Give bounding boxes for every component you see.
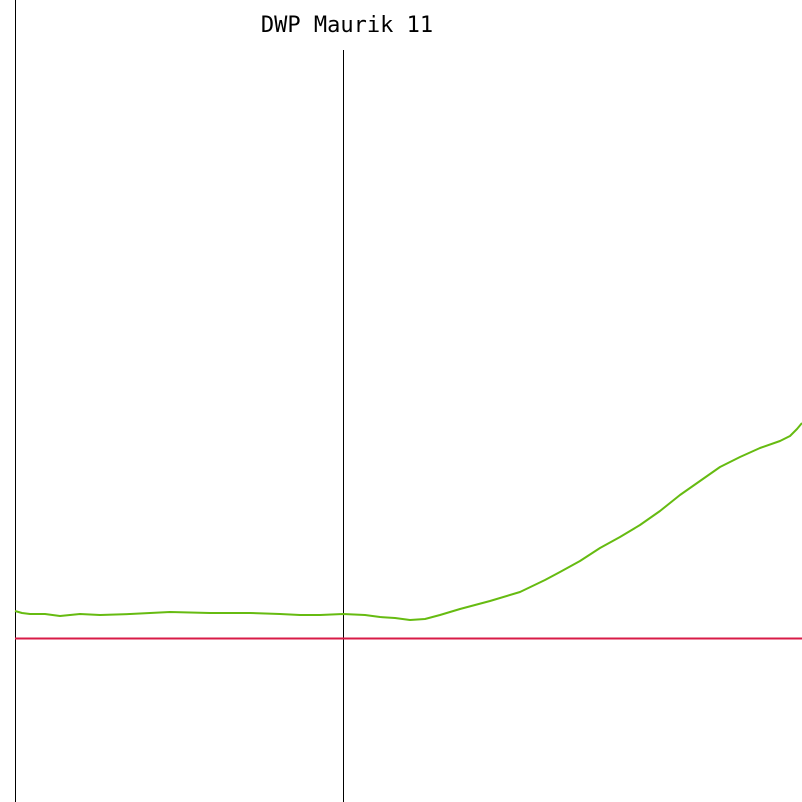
drawing-title: DWP Maurik 11 [261,13,433,38]
ground-profile [14,422,802,621]
